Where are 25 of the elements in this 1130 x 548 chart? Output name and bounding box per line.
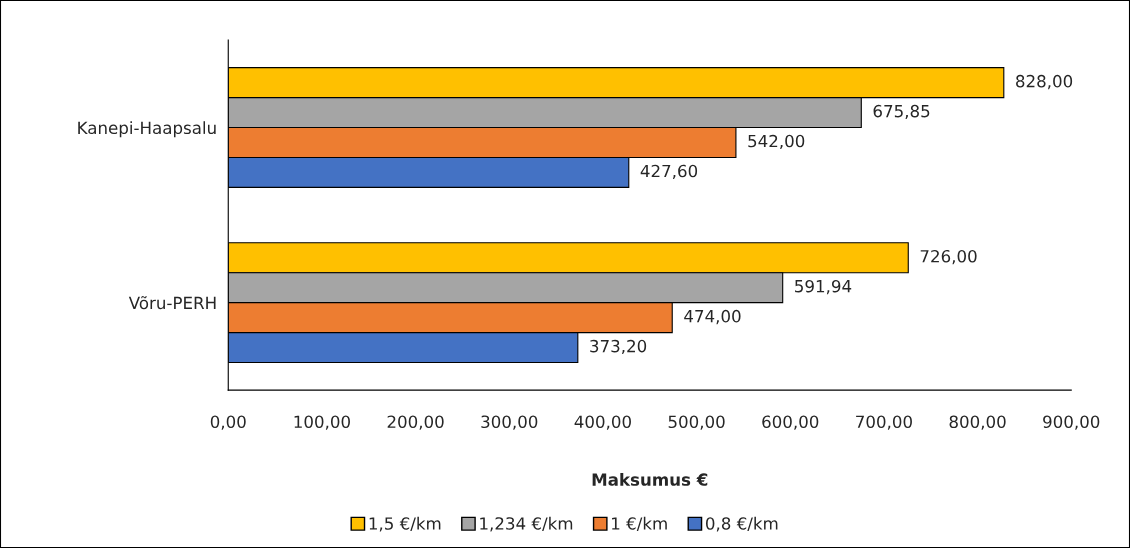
x-tick-label: 700,00 — [856, 415, 912, 430]
data-label: 828,00 — [1016, 74, 1073, 90]
y-tick-label: Võru-PERH — [128, 296, 216, 310]
legend-label: 1,234 €/km — [480, 516, 573, 532]
legend-label: 0,8 €/km — [705, 516, 778, 532]
x-tick-label: 500,00 — [668, 415, 725, 430]
y-tick-label: Kanepi-Haapsalu — [78, 121, 216, 138]
data-label: 373,20 — [590, 339, 647, 355]
data-label: 542,00 — [748, 134, 805, 150]
x-tick-label: 100,00 — [294, 415, 350, 430]
x-tick-label: 0,00 — [210, 415, 246, 430]
legend-label: 1,5 €/km — [369, 516, 441, 532]
data-label: 591,94 — [795, 279, 852, 295]
data-label: 675,85 — [873, 104, 930, 120]
x-tick-label: 200,00 — [387, 415, 444, 430]
x-tick-label: 400,00 — [574, 415, 631, 430]
x-tick-label: 300,00 — [481, 415, 538, 430]
legend-label: 1 €/km — [612, 516, 667, 532]
x-tick-label: 900,00 — [1043, 415, 1100, 430]
data-label: 474,00 — [684, 309, 741, 325]
x-tick-label: 800,00 — [949, 415, 1006, 430]
data-label: 427,60 — [640, 164, 698, 179]
x-axis-title: Maksumus € — [592, 472, 708, 486]
data-label: 726,00 — [920, 249, 977, 265]
x-tick-label: 600,00 — [762, 415, 819, 430]
